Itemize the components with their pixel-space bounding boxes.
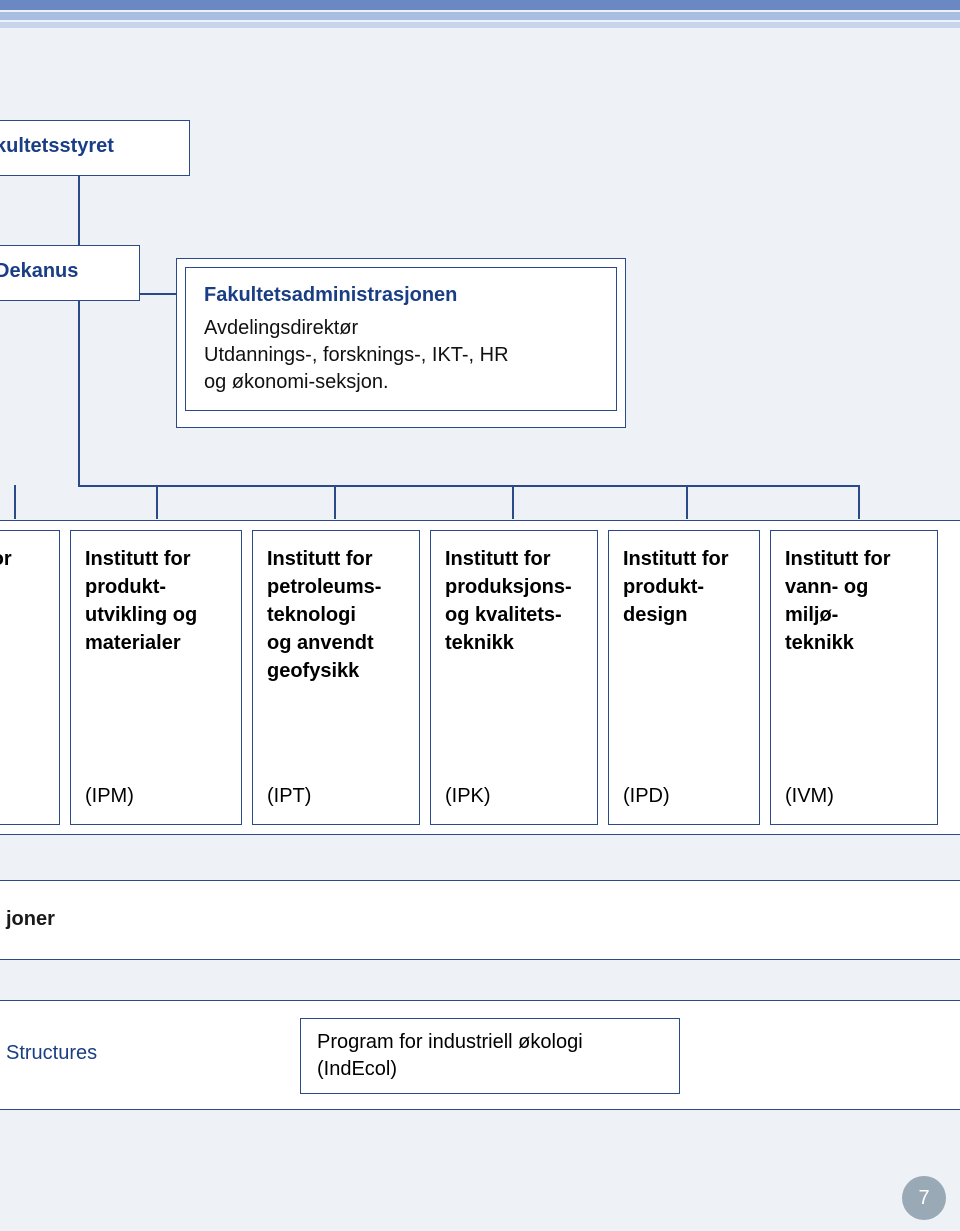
inst-ipt-line0: Institutt for [267, 545, 405, 573]
node-dekanus-label: Dekanus [0, 260, 78, 282]
inst-ipt-line4: geofysikk [267, 657, 405, 685]
inst-ipt-abbrev: (IPT) [267, 782, 311, 810]
inst-ipm-line0: Institutt for [85, 545, 227, 573]
admin-line4: og økonomi-seksjon. [204, 369, 598, 396]
inst-ipk-line3: teknikk [445, 629, 583, 657]
node-dekanus: Dekanus [0, 245, 140, 301]
inst-ipd-line0: Institutt for [623, 545, 745, 573]
inst-for-line0: for [0, 545, 45, 573]
header-bar-1 [0, 0, 960, 10]
admin-title: Fakultetsadministrasjonen [204, 282, 598, 309]
inst-box-ipd: Institutt forprodukt-design (IPD) [608, 530, 760, 825]
connector-dek-admin [140, 293, 176, 295]
admin-line2: Avdelingsdirektør [204, 315, 598, 342]
inst-ipm-line2: utvikling og [85, 601, 227, 629]
inst-ivm-line1: vann- og [785, 573, 923, 601]
inst-ivm-line2: miljø- [785, 601, 923, 629]
inst-ivm-line0: Institutt for [785, 545, 923, 573]
page-number: 7 [918, 1187, 929, 1210]
program-line1: Program for industriell økologi [317, 1029, 663, 1056]
connector-stub-ipm [156, 485, 158, 519]
inst-ipt-line3: og anvendt [267, 629, 405, 657]
inst-box-for: for [0, 530, 60, 825]
program-line2: (IndEcol) [317, 1056, 663, 1083]
inst-ipd-line2: design [623, 601, 745, 629]
joner-label: joner [6, 908, 55, 931]
page-number-circle: 7 [902, 1176, 946, 1220]
inst-ipd-abbrev: (IPD) [623, 782, 670, 810]
inst-ipm-line3: materialer [85, 629, 227, 657]
inst-box-ipm: Institutt forprodukt-utvikling ogmateria… [70, 530, 242, 825]
inst-ipk-line1: produksjons- [445, 573, 583, 601]
connector-kul-dek [78, 176, 80, 245]
node-kultetsstyret-label: kultetsstyret [0, 135, 114, 157]
connector-stub-ipk [512, 485, 514, 519]
inst-box-ivm: Institutt forvann- ogmiljø-teknikk (IVM) [770, 530, 938, 825]
connector-stub-ipt [334, 485, 336, 519]
header-bar-3 [0, 22, 960, 28]
inst-ipt-line1: petroleums- [267, 573, 405, 601]
inst-ipm-abbrev: (IPM) [85, 782, 134, 810]
admin-line3: Utdannings-, forsknings-, IKT-, HR [204, 342, 598, 369]
structures-label: Structures [6, 1042, 97, 1065]
joner-outer [0, 880, 960, 960]
inst-ipd-line1: produkt- [623, 573, 745, 601]
inst-ipt-line2: teknologi [267, 601, 405, 629]
program-box: Program for industriell økologi (IndEcol… [300, 1018, 680, 1094]
header-bar-2 [0, 12, 960, 20]
inst-ipk-abbrev: (IPK) [445, 782, 491, 810]
inst-ipk-line2: og kvalitets- [445, 601, 583, 629]
node-admin-outer: Fakultetsadministrasjonen Avdelingsdirek… [176, 258, 626, 428]
connector-horizontal [78, 485, 858, 487]
connector-stub-for [14, 485, 16, 519]
inst-ipk-line0: Institutt for [445, 545, 583, 573]
connector-stub-ipd [686, 485, 688, 519]
inst-box-ipk: Institutt forproduksjons-og kvalitets-te… [430, 530, 598, 825]
inst-ipm-line1: produkt- [85, 573, 227, 601]
inst-ivm-line3: teknikk [785, 629, 923, 657]
connector-dek-down [78, 301, 80, 485]
inst-box-ipt: Institutt forpetroleums-teknologiog anve… [252, 530, 420, 825]
node-admin-inner: Fakultetsadministrasjonen Avdelingsdirek… [185, 267, 617, 411]
node-kultetsstyret: kultetsstyret [0, 120, 190, 176]
connector-stub-ivm [858, 485, 860, 519]
inst-ivm-abbrev: (IVM) [785, 782, 834, 810]
